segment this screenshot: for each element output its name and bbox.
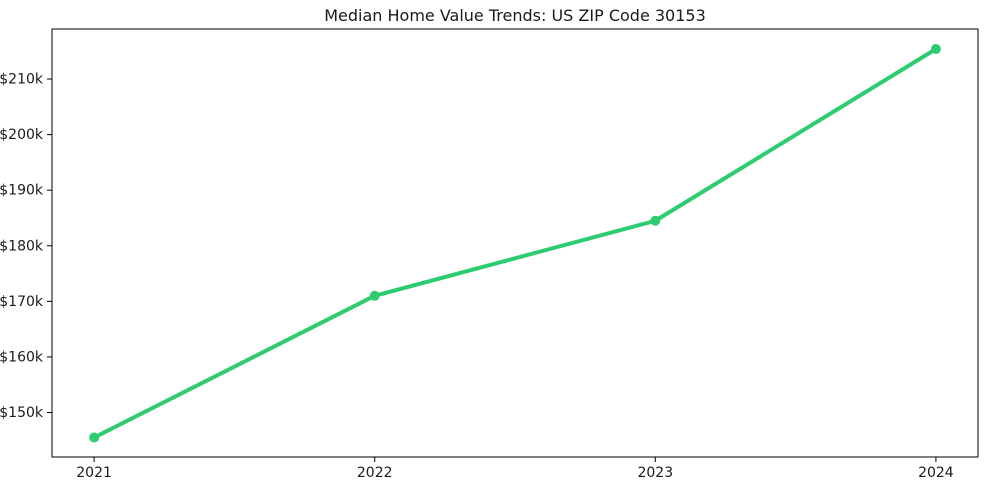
x-tick-label: 2021 bbox=[76, 465, 112, 481]
data-point-marker bbox=[89, 432, 100, 443]
y-tick-label: $180k bbox=[0, 238, 44, 254]
y-tick-label: $170k bbox=[0, 294, 44, 310]
axes-spines bbox=[51, 28, 979, 458]
data-line bbox=[92, 47, 938, 440]
data-point-marker bbox=[369, 290, 380, 301]
x-tick-label: 2024 bbox=[918, 465, 954, 481]
chart-title: Median Home Value Trends: US ZIP Code 30… bbox=[324, 6, 706, 25]
x-tick-label: 2023 bbox=[637, 465, 673, 481]
y-tick-label: $160k bbox=[0, 349, 44, 365]
x-tick-label: 2022 bbox=[357, 465, 393, 481]
y-tick-label: $190k bbox=[0, 183, 44, 199]
data-point-marker bbox=[930, 44, 941, 55]
y-tick-label: $210k bbox=[0, 72, 44, 88]
y-tick-label: $200k bbox=[0, 127, 44, 143]
y-tick-label: $150k bbox=[0, 405, 44, 421]
data-point-marker bbox=[650, 215, 661, 226]
